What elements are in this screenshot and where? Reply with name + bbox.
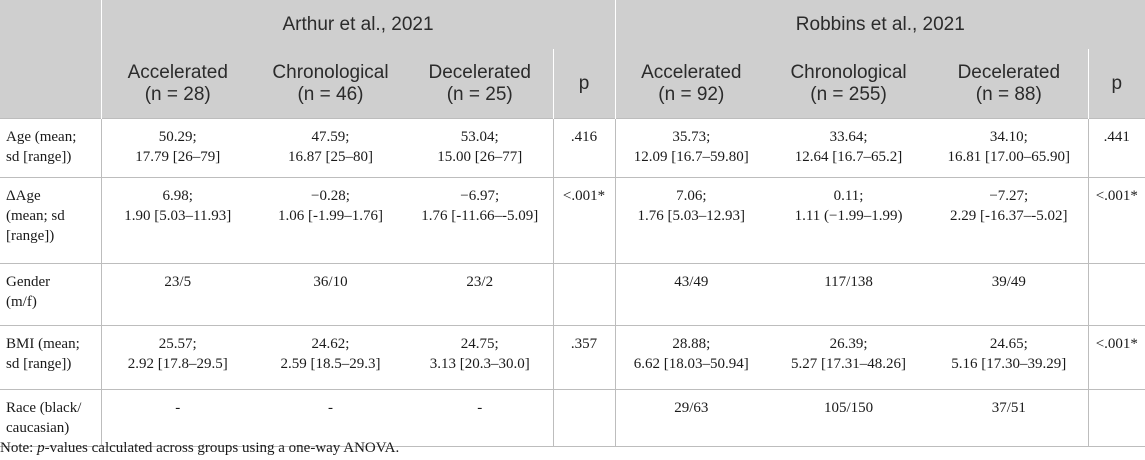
p-value-cell: .357	[552, 325, 616, 390]
group-header-robbins: Robbins et al., 2021	[614, 0, 1145, 49]
column-header: Chronological (n = 255)	[767, 49, 931, 119]
demographics-table: Arthur et al., 2021 Robbins et al., 2021…	[0, 0, 1145, 447]
p-value-cell: <.001*	[1087, 177, 1145, 264]
p-value-cell	[1087, 389, 1145, 447]
table-cell: 36/10	[254, 263, 407, 326]
table-row: BMI (mean; sd [range]) 25.57; 2.92 [17.8–29…	[0, 325, 1145, 390]
column-header: Accelerated (n = 28)	[100, 49, 254, 119]
table-cell: 25.57; 2.92 [17.8–29.5]	[100, 325, 254, 390]
table-cell: 24.62; 2.59 [18.5–29.3]	[254, 325, 407, 390]
column-header: Decelerated (n = 25)	[407, 49, 553, 119]
table-cell: 6.98; 1.90 [5.03–11.93]	[100, 177, 254, 264]
table-cell: -	[254, 389, 407, 447]
column-header: Decelerated (n = 88)	[930, 49, 1089, 119]
p-value-cell: .441	[1087, 118, 1145, 178]
table-cell: 117/138	[767, 263, 931, 326]
table-cell: 33.64; 12.64 [16.7–65.2]	[767, 118, 931, 178]
table-cell: 24.65; 5.16 [17.30–39.29]	[930, 325, 1089, 390]
row-label: BMI (mean; sd [range])	[0, 325, 101, 390]
table-note: Note: p-values calculated across groups …	[0, 440, 400, 456]
table-cell: 24.75; 3.13 [20.3–30.0]	[407, 325, 553, 390]
column-header-p: p	[1087, 49, 1145, 119]
table-cell: 23/5	[100, 263, 254, 326]
table-cell: 53.04; 15.00 [26–77]	[407, 118, 553, 178]
p-value-cell	[552, 389, 616, 447]
column-header: Accelerated (n = 92)	[614, 49, 768, 119]
table-cell: 0.11; 1.11 (−1.99–1.99)	[767, 177, 931, 264]
group-header-arthur: Arthur et al., 2021	[100, 0, 616, 49]
row-label: Age (mean; sd [range])	[0, 118, 101, 178]
table-cell: 47.59; 16.87 [25–80]	[254, 118, 407, 178]
table-cell: -	[407, 389, 553, 447]
table-cell: 105/150	[767, 389, 931, 447]
table-row: Gender (m/f) 23/5 36/10 23/2 43/49 117/138 39/4…	[0, 263, 1145, 326]
row-label: Gender (m/f)	[0, 263, 101, 326]
table-cell: −7.27; 2.29 [-16.37–-5.02]	[930, 177, 1089, 264]
table-cell: 7.06; 1.76 [5.03–12.93]	[614, 177, 768, 264]
p-value-cell	[1087, 263, 1145, 326]
table-cell: 43/49	[614, 263, 768, 326]
table-cell: 23/2	[407, 263, 553, 326]
table-row: Race (black/caucasian) - - -29/63 105/150 37/…	[0, 389, 1145, 447]
p-value-cell: <.001*	[552, 177, 616, 264]
table-row: ΔAge (mean; sd [range]) 6.98; 1.90 [5.03–11.…	[0, 177, 1145, 264]
p-value-cell: .416	[552, 118, 616, 178]
table-cell: 39/49	[930, 263, 1089, 326]
table-cell: 29/63	[614, 389, 768, 447]
p-value-cell: <.001*	[1087, 325, 1145, 390]
header-corner	[0, 0, 101, 119]
table-cell: −6.97; 1.76 [-11.66–-5.09]	[407, 177, 553, 264]
table-cell: 37/51	[930, 389, 1089, 447]
column-header: Chronological (n = 46)	[254, 49, 407, 119]
column-header-p: p	[552, 49, 616, 119]
table-cell: 34.10; 16.81 [17.00–65.90]	[930, 118, 1089, 178]
row-label: ΔAge (mean; sd [range])	[0, 177, 101, 264]
row-label: Race (black/caucasian)	[0, 389, 101, 447]
p-value-cell	[552, 263, 616, 326]
table-cell: −0.28; 1.06 [-1.99–1.76]	[254, 177, 407, 264]
table-cell: 28.88; 6.62 [18.03–50.94]	[614, 325, 768, 390]
table-cell: 50.29; 17.79 [26–79]	[100, 118, 254, 178]
table-cell: -	[100, 389, 254, 447]
table-cell: 26.39; 5.27 [17.31–48.26]	[767, 325, 931, 390]
table-row: Age (mean; sd [range]) 50.29; 17.79 [26–79]…	[0, 118, 1145, 178]
table-cell: 35.73; 12.09 [16.7–59.80]	[614, 118, 768, 178]
